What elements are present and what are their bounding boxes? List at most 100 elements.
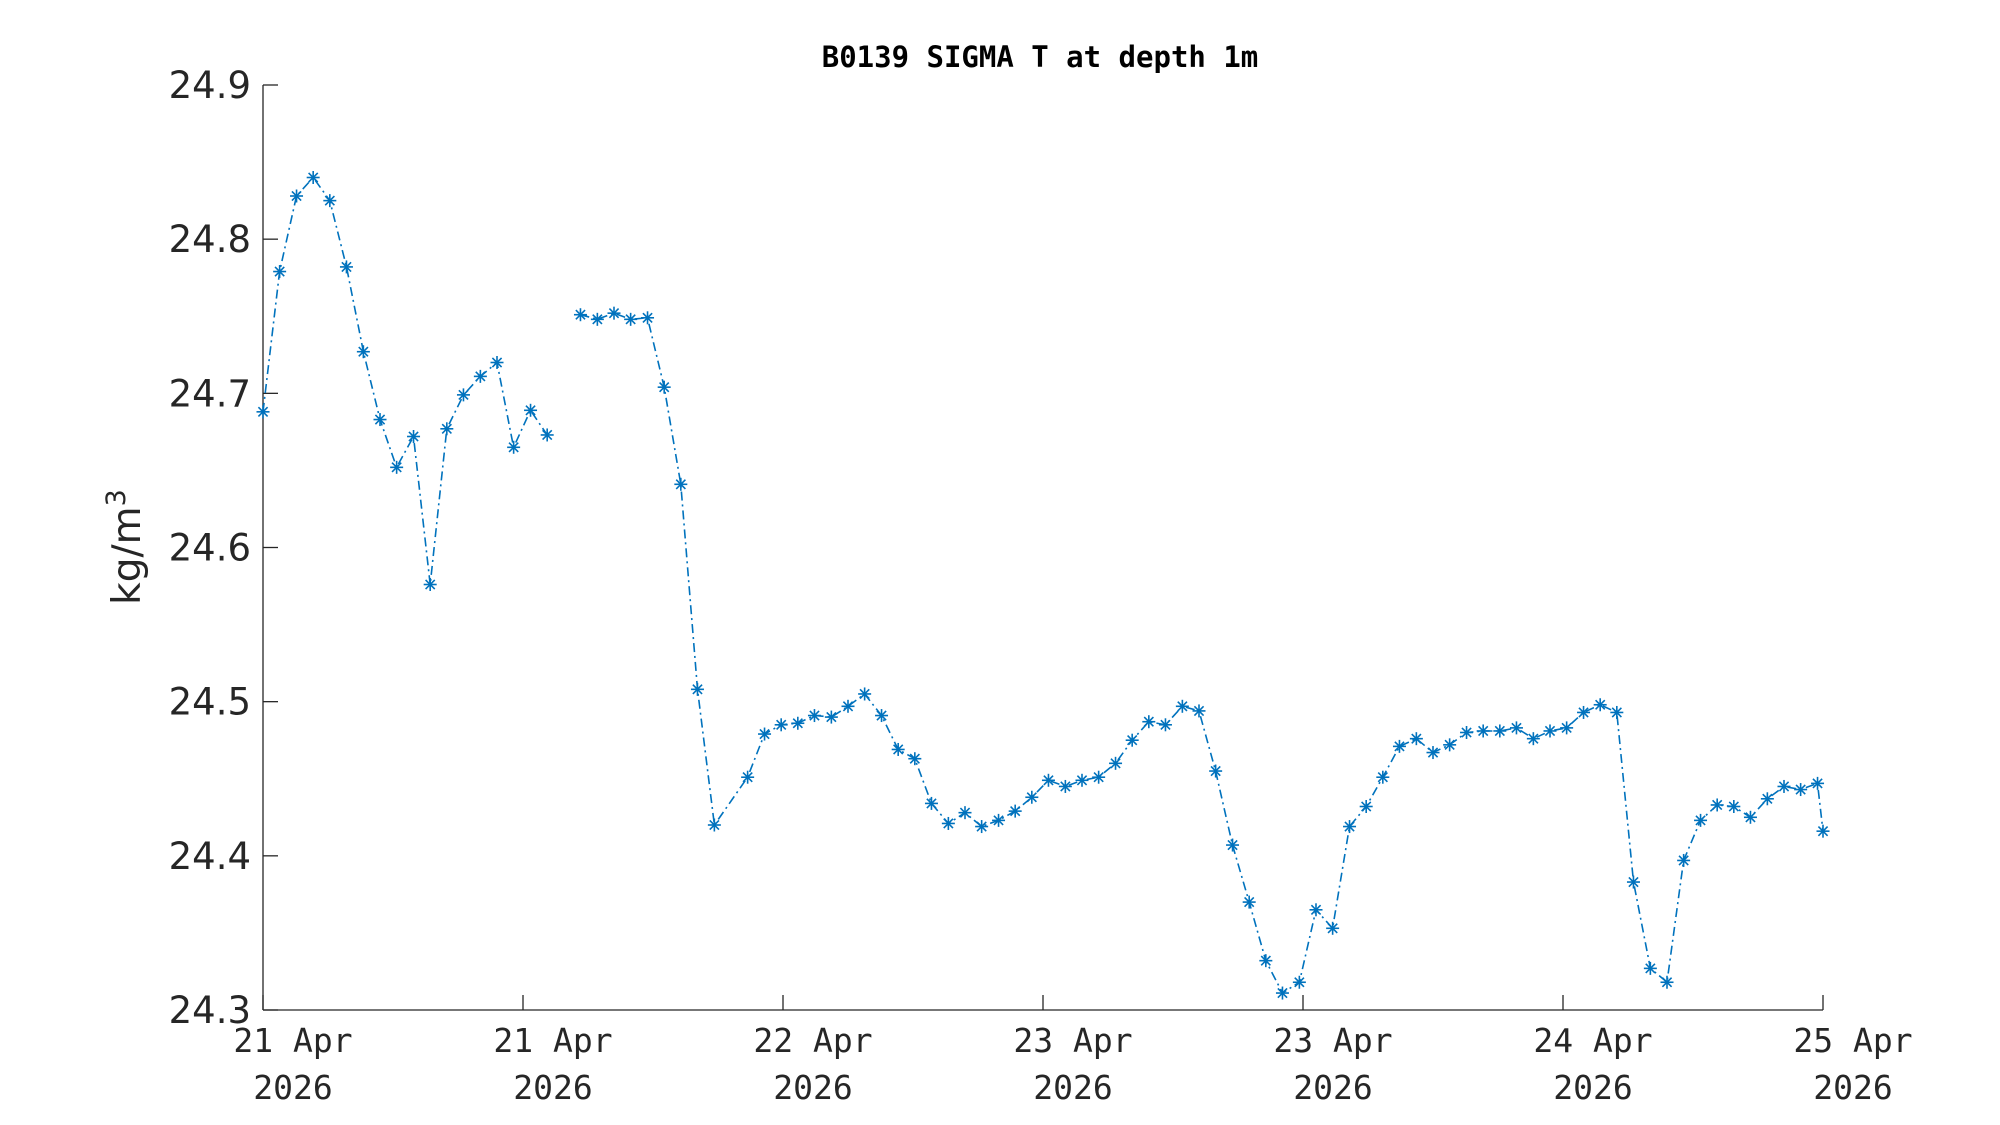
data-point (774, 718, 788, 732)
data-point (958, 806, 972, 820)
data-point (1409, 732, 1423, 746)
x-tick-label-year: 2026 (1033, 1068, 1112, 1107)
y-tick-label: 24.6 (169, 527, 251, 570)
data-point (1359, 800, 1373, 813)
data-point (1526, 732, 1540, 746)
data-point (824, 710, 838, 724)
data-point (858, 687, 872, 701)
data-point (390, 460, 404, 474)
data-point (1610, 705, 1624, 719)
axes (262, 85, 1823, 1011)
data-point (1710, 798, 1724, 812)
data-point (908, 752, 922, 766)
data-point (1041, 773, 1055, 787)
data-point (674, 477, 688, 491)
series-sigma-t (256, 171, 1830, 1000)
x-tick-label-date: 22 Apr (753, 1021, 872, 1060)
data-point (1577, 705, 1591, 719)
data-point (1593, 698, 1607, 712)
data-point (1660, 975, 1674, 989)
data-point (1694, 813, 1708, 827)
data-point (440, 422, 454, 436)
data-point (407, 430, 421, 443)
x-tick-label-year: 2026 (513, 1068, 592, 1107)
data-point (641, 311, 655, 325)
data-point (1560, 721, 1574, 735)
data-point (1426, 746, 1440, 760)
data-point (540, 428, 554, 442)
data-point (1259, 954, 1273, 968)
chart-title: B0139 SIGMA T at depth 1m (822, 40, 1259, 74)
data-point (1460, 726, 1474, 739)
series-line (262, 176, 548, 585)
data-point (1760, 792, 1774, 806)
data-point (423, 578, 437, 591)
data-point (456, 388, 470, 402)
data-point (807, 709, 821, 723)
data-point (256, 405, 270, 419)
data-point (306, 171, 320, 184)
data-point (741, 770, 755, 784)
data-point (1493, 724, 1507, 738)
data-point (573, 308, 587, 322)
data-point (758, 727, 772, 741)
data-point (1677, 853, 1691, 867)
x-tick-label-date: 21 Apr (493, 1021, 612, 1060)
data-point (1058, 779, 1072, 793)
data-point (875, 709, 889, 723)
data-point (323, 194, 337, 208)
data-point (607, 306, 621, 320)
data-point (1025, 790, 1039, 804)
data-point (273, 265, 287, 279)
x-tick-label-date: 23 Apr (1013, 1021, 1132, 1060)
data-point (1125, 733, 1139, 747)
data-point (1142, 715, 1156, 729)
data-point (1794, 783, 1808, 797)
data-point (1816, 824, 1830, 838)
data-point (1226, 838, 1240, 852)
series-line (580, 312, 1824, 995)
data-point (1777, 779, 1791, 793)
data-point (473, 369, 487, 383)
data-point (1275, 986, 1289, 1000)
data-point (1476, 724, 1490, 738)
y-axis-label: kg/m3 (101, 489, 150, 605)
y-axis-label-superscript: 3 (101, 489, 132, 506)
data-point (356, 345, 370, 359)
data-point (373, 413, 387, 427)
data-point (590, 312, 604, 326)
x-tick-label-date: 25 Apr (1793, 1021, 1912, 1060)
data-point (841, 699, 855, 713)
data-point (657, 380, 671, 394)
data-point (690, 682, 704, 696)
x-ticks: 21 Apr 2026 21 Apr 2026 22 Apr 2026 23 Apr 2026… (233, 995, 1913, 1107)
data-point (1509, 721, 1523, 735)
x-tick-label-year: 2026 (253, 1068, 332, 1107)
x-tick-label-date: 21 Apr (233, 1021, 352, 1060)
data-point (1376, 770, 1390, 784)
y-tick-label: 24.4 (169, 835, 251, 878)
data-point (1392, 739, 1406, 753)
data-point (1626, 875, 1640, 889)
y-ticks: 24.3 24.4 24.5 24.6 24.7 24.8 24.9 (169, 64, 278, 1032)
data-point (524, 403, 538, 417)
data-point (1109, 756, 1123, 770)
data-point (290, 189, 304, 203)
data-point (1326, 921, 1340, 935)
data-point (1543, 724, 1557, 738)
y-tick-label: 24.3 (169, 989, 251, 1032)
data-point (339, 260, 353, 274)
data-point (1643, 961, 1657, 975)
data-point (791, 716, 805, 730)
data-point (1158, 718, 1172, 732)
data-point (1092, 770, 1106, 784)
data-point (1292, 975, 1306, 989)
data-point (1175, 699, 1189, 713)
data-point (891, 742, 905, 756)
data-point (1209, 764, 1223, 778)
x-tick-label-year: 2026 (1553, 1068, 1632, 1107)
data-point (1309, 903, 1323, 917)
data-point (1192, 704, 1206, 718)
x-tick-label-date: 24 Apr (1533, 1021, 1652, 1060)
